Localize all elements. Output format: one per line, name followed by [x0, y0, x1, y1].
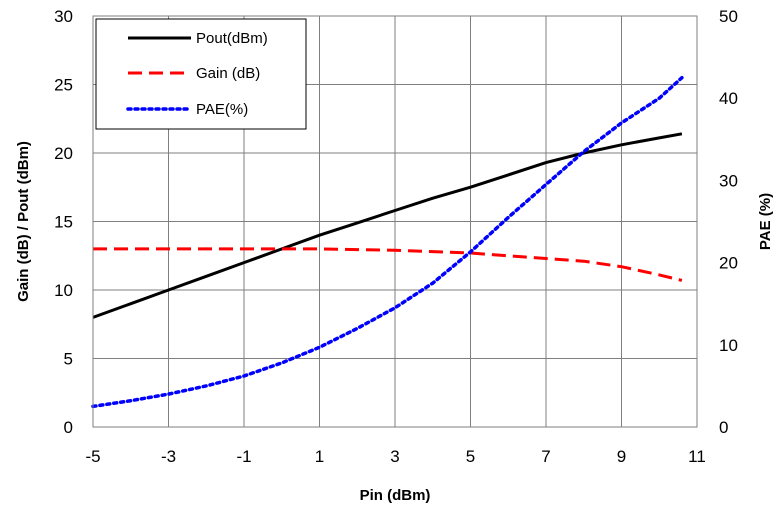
y-axis-title: Gain (dB) / Pout (dBm): [15, 141, 32, 302]
y2-tick-label: 10: [719, 336, 738, 355]
y-tick-label: 0: [64, 418, 73, 437]
y-tick-label: 20: [54, 144, 73, 163]
x-tick-label: -5: [85, 447, 100, 466]
series-line-0: [92, 132, 683, 319]
legend: Pout(dBm) Gain (dB) PAE(%): [95, 18, 307, 130]
y2-tick-label: 0: [719, 418, 728, 437]
x-tick-label: 1: [315, 447, 324, 466]
y-tick-label: 15: [54, 213, 73, 232]
y-tick-label: 30: [54, 7, 73, 26]
tick-labels: -5 -3 -1 1 3 5 7 9 11 0 5 10 15 20 25 30 0 10 20 30 40 50: [54, 7, 738, 466]
x-tick-label: -1: [236, 447, 251, 466]
x-tick-label: 7: [541, 447, 550, 466]
plot-area-frame: [92, 15, 698, 428]
series-line-1: [93, 247, 683, 282]
y-tick-label: 25: [54, 76, 73, 95]
y2-tick-label: 30: [719, 171, 738, 190]
x-axis-title: Pin (dBm): [360, 487, 431, 504]
y-tick-label: 5: [64, 350, 73, 369]
y2-axis-title: PAE (%): [757, 193, 774, 250]
legend-label-pout: Pout(dBm): [196, 30, 268, 47]
x-tick-label: -3: [161, 447, 176, 466]
series-lines: [91, 75, 684, 409]
y-tick-label: 10: [54, 281, 73, 300]
y2-tick-label: 20: [719, 254, 738, 273]
legend-label-gain: Gain (dB): [196, 65, 260, 82]
series-line-2: [91, 75, 684, 409]
x-tick-label: 5: [466, 447, 475, 466]
y2-tick-label: 50: [719, 7, 738, 26]
legend-label-pae: PAE(%): [196, 101, 248, 118]
x-tick-label: 11: [688, 447, 706, 466]
x-tick-label: 3: [390, 447, 399, 466]
x-tick-label: 9: [617, 447, 626, 466]
y2-tick-label: 40: [719, 89, 738, 108]
